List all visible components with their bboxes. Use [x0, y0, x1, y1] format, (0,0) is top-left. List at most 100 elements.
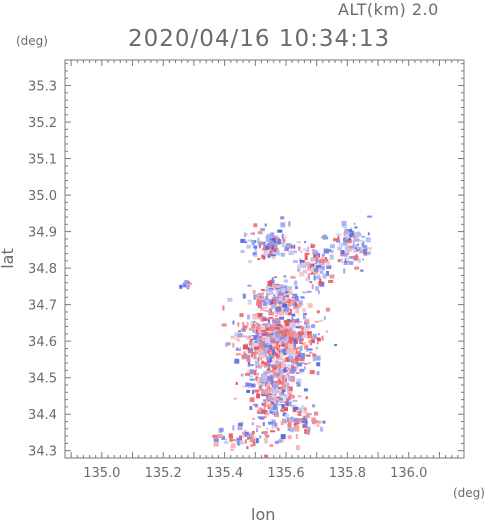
- radar-cell: [276, 400, 279, 406]
- radar-cell: [257, 364, 262, 367]
- radar-cell: [287, 422, 292, 428]
- radar-cell: [265, 357, 268, 360]
- radar-cell: [269, 408, 274, 413]
- radar-cell: [278, 403, 282, 406]
- radar-cell: [354, 249, 360, 251]
- radar-cell: [286, 417, 289, 422]
- radar-cell: [247, 239, 253, 242]
- radar-cell: [317, 420, 322, 424]
- radar-cell: [346, 232, 352, 237]
- radar-cell: [244, 233, 249, 236]
- radar-cell: [271, 317, 274, 320]
- radar-cell: [314, 275, 320, 280]
- radar-cell: [273, 299, 277, 305]
- radar-cell: [297, 347, 300, 349]
- radar-cell: [270, 338, 276, 341]
- radar-cell: [313, 249, 318, 254]
- radar-cell: [257, 416, 261, 419]
- radar-cell: [247, 347, 250, 351]
- radar-cell: [257, 357, 260, 362]
- radar-cell: [281, 233, 284, 239]
- radar-cell: [268, 240, 274, 246]
- radar-cell: [237, 426, 243, 431]
- radar-cell: [327, 261, 330, 266]
- radar-cell: [266, 292, 269, 298]
- radar-cell: [359, 239, 363, 242]
- radar-cell: [318, 259, 324, 263]
- radar-cell: [275, 337, 278, 341]
- y-tick-label: 34.9: [28, 226, 57, 241]
- radar-cell: [262, 335, 266, 339]
- radar-cell: [302, 307, 307, 313]
- radar-cell: [266, 404, 269, 407]
- radar-cell: [316, 337, 321, 342]
- radar-cell: [244, 241, 248, 244]
- radar-cell: [271, 350, 276, 354]
- radar-cell: [295, 381, 299, 384]
- radar-cell: [260, 409, 266, 414]
- radar-cell: [271, 330, 274, 334]
- radar-cell: [263, 318, 268, 321]
- radar-cell: [250, 433, 253, 437]
- radar-cell: [286, 318, 290, 322]
- radar-cell: [344, 232, 349, 235]
- radar-cell: [292, 399, 298, 402]
- radar-cell: [284, 312, 288, 316]
- radar-cell: [352, 239, 355, 245]
- radar-cell: [311, 284, 314, 290]
- radar-cell: [276, 367, 279, 373]
- radar-cell: [299, 331, 304, 336]
- radar-cell: [263, 405, 266, 410]
- radar-cell: [318, 281, 323, 286]
- radar-cell: [367, 232, 370, 236]
- radar-cell: [258, 292, 263, 295]
- radar-cell: [257, 365, 262, 369]
- radar-cell: [311, 258, 316, 261]
- radar-cell: [265, 441, 268, 444]
- radar-cell: [241, 354, 247, 360]
- radar-cell: [290, 376, 295, 382]
- radar-cell: [299, 271, 305, 277]
- radar-cell: [271, 237, 276, 243]
- radar-cell: [232, 425, 235, 431]
- radar-cell: [299, 352, 305, 358]
- radar-cell: [322, 234, 327, 240]
- radar-cell: [282, 378, 287, 384]
- radar-cell: [242, 385, 245, 388]
- radar-cell: [342, 241, 347, 246]
- radar-cell: [345, 256, 349, 261]
- radar-cell: [312, 356, 316, 362]
- radar-cell: [294, 302, 297, 307]
- radar-cell: [306, 429, 310, 435]
- radar-cell: [320, 265, 325, 270]
- radar-cell: [307, 273, 310, 279]
- radar-cell: [292, 358, 295, 364]
- radar-cell: [235, 353, 241, 356]
- radar-cell: [268, 288, 273, 292]
- radar-cell: [307, 325, 311, 329]
- radar-cell: [279, 316, 285, 320]
- radar-cell: [295, 286, 298, 290]
- radar-cell: [288, 375, 291, 379]
- radar-cell: [358, 247, 362, 252]
- radar-cell: [273, 372, 277, 376]
- radar-cell: [283, 340, 288, 343]
- radar-cell: [268, 326, 274, 331]
- radar-cell: [286, 368, 289, 371]
- radar-cell: [305, 396, 308, 400]
- radar-cell: [357, 258, 361, 264]
- radar-cell: [275, 396, 281, 399]
- radar-cell: [305, 349, 308, 352]
- radar-cell: [284, 382, 290, 385]
- radar-cell: [262, 247, 266, 251]
- radar-cell: [293, 418, 298, 423]
- radar-cell: [275, 355, 279, 359]
- radar-cell: [242, 344, 248, 350]
- radar-cell: [242, 431, 246, 436]
- radar-cell: [279, 401, 285, 403]
- radar-cell: [282, 285, 288, 291]
- radar-cell: [293, 304, 299, 310]
- radar-cell: [279, 352, 284, 358]
- radar-cell: [343, 261, 348, 265]
- radar-cell: [242, 330, 246, 332]
